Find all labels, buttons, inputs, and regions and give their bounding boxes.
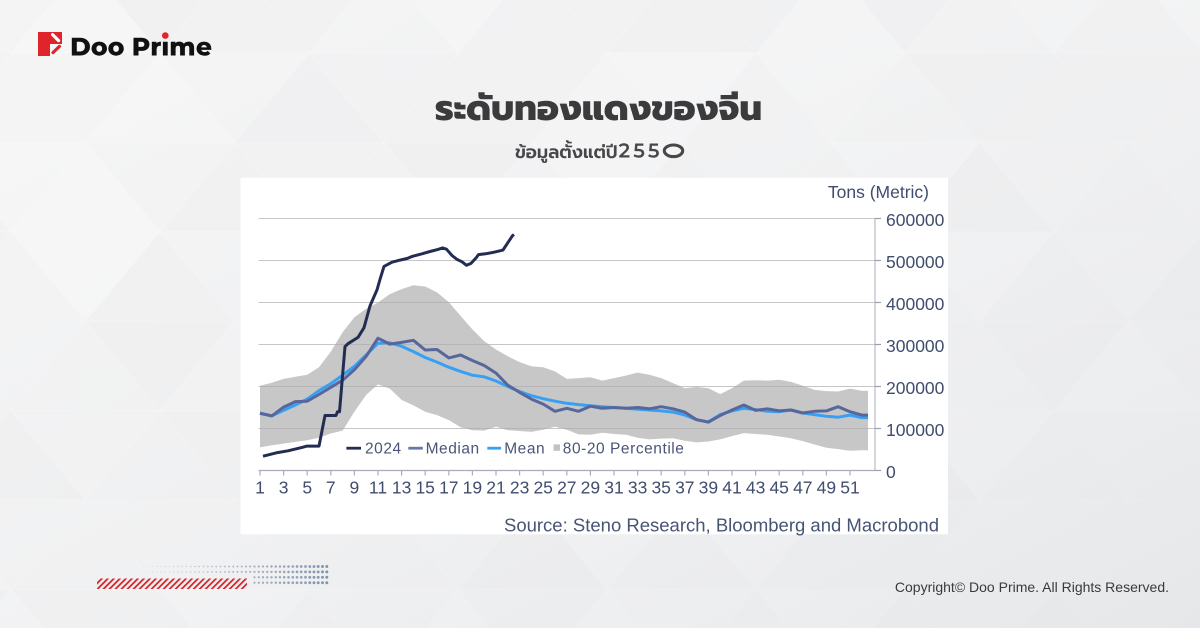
svg-text:1: 1 [255,478,265,498]
svg-text:19: 19 [463,478,482,498]
svg-text:23: 23 [510,478,529,498]
svg-text:0: 0 [886,462,896,482]
svg-text:5: 5 [302,478,312,498]
svg-text:Tons (Metric): Tons (Metric) [828,182,929,202]
svg-text:13: 13 [392,478,411,498]
svg-text:Median: Median [426,441,480,458]
svg-text:35: 35 [651,478,670,498]
svg-text:37: 37 [675,478,694,498]
svg-text:39: 39 [699,478,718,498]
svg-text:15: 15 [415,478,434,498]
svg-text:100000: 100000 [886,420,945,440]
svg-text:3: 3 [279,478,289,498]
svg-text:11: 11 [369,478,387,498]
svg-text:49: 49 [817,478,836,498]
svg-text:500000: 500000 [886,252,945,272]
svg-text:31: 31 [604,478,623,498]
svg-text:43: 43 [746,478,765,498]
svg-text:600000: 600000 [886,210,945,230]
svg-text:Mean: Mean [504,441,545,458]
svg-text:41: 41 [722,478,741,498]
svg-text:29: 29 [581,478,600,498]
svg-text:2024: 2024 [365,441,402,458]
svg-text:Source: Steno Research, Bloomb: Source: Steno Research, Bloomberg and Ma… [504,515,939,536]
svg-text:200000: 200000 [886,378,945,398]
svg-text:21: 21 [486,478,505,498]
svg-text:33: 33 [628,478,647,498]
svg-text:Copyright© Doo Prime. All Righ: Copyright© Doo Prime. All Rights Reserve… [895,579,1169,595]
svg-text:47: 47 [793,478,812,498]
svg-text:27: 27 [557,478,576,498]
svg-text:300000: 300000 [886,336,945,356]
svg-text:45: 45 [769,478,788,498]
svg-text:51: 51 [840,478,859,498]
svg-text:25: 25 [533,478,552,498]
svg-text:17: 17 [439,478,458,498]
svg-text:80-20 Percentile: 80-20 Percentile [563,441,685,458]
svg-text:400000: 400000 [886,294,945,314]
svg-text:9: 9 [350,478,360,498]
svg-text:7: 7 [326,478,336,498]
